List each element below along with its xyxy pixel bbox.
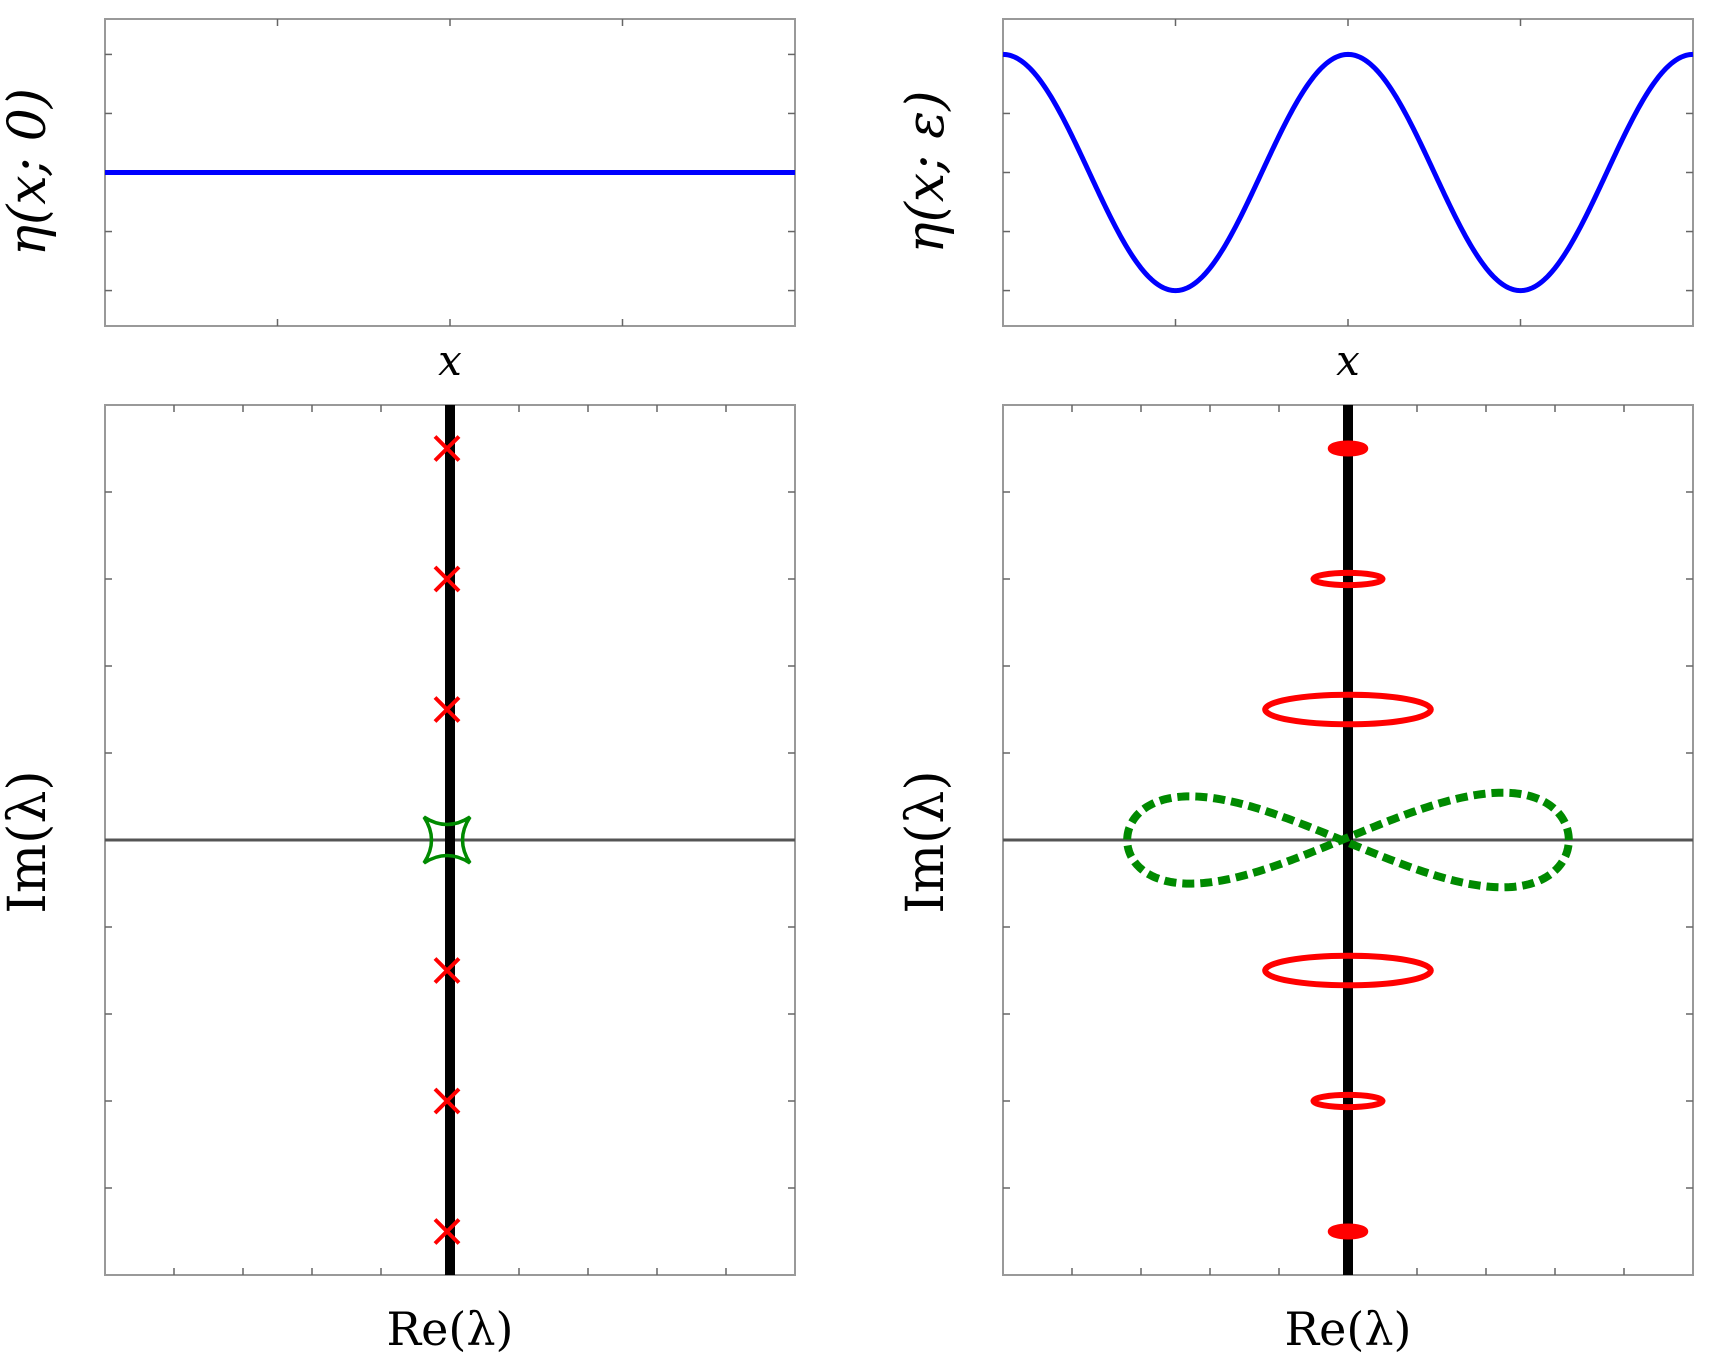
figure-eight-curve bbox=[1123, 788, 1573, 892]
red-x-marker bbox=[433, 1087, 461, 1115]
tick-marks bbox=[1003, 19, 1693, 326]
red-x-marker bbox=[433, 696, 461, 723]
plot-frame bbox=[1002, 18, 1694, 327]
y-axis-label: Im(λ) bbox=[896, 770, 956, 913]
green-star-marker bbox=[422, 815, 472, 865]
red-x-marker-stroke bbox=[433, 1087, 461, 1115]
red-x-marker-stroke bbox=[433, 1218, 461, 1245]
x-axis-label: Re(λ) bbox=[1285, 1302, 1412, 1356]
panel-bottom-left: Im(λ) Re(λ) bbox=[0, 404, 796, 1356]
tick-marks bbox=[1003, 405, 1693, 1275]
red-x-marker-stroke bbox=[433, 565, 461, 593]
y-axis-label: η(x; 0) bbox=[0, 88, 58, 256]
red-isola bbox=[1262, 691, 1434, 728]
y-axis-label: η(x; ε) bbox=[896, 90, 956, 253]
eigenvalue-markers bbox=[422, 435, 472, 1245]
red-isola bbox=[1310, 1091, 1386, 1111]
red-x-marker-stroke bbox=[433, 435, 461, 462]
red-x-marker bbox=[433, 957, 461, 984]
red-x-marker bbox=[433, 565, 461, 593]
red-isola bbox=[1310, 569, 1386, 589]
red-isola bbox=[1327, 440, 1369, 457]
red-x-marker bbox=[433, 1218, 461, 1245]
x-axis-label: x bbox=[438, 336, 462, 385]
red-isola bbox=[1327, 1223, 1369, 1240]
red-x-marker-stroke bbox=[433, 957, 461, 984]
red-isola bbox=[1262, 952, 1434, 989]
red-x-marker-stroke bbox=[433, 696, 461, 723]
periodic-wave-curve bbox=[1002, 51, 1694, 294]
y-axis-label: Im(λ) bbox=[0, 770, 58, 913]
panel-top-right: η(x; ε) x bbox=[896, 18, 1694, 385]
instability-spectrum bbox=[1123, 440, 1573, 1240]
x-axis-label: x bbox=[1336, 336, 1360, 385]
red-x-marker bbox=[433, 435, 461, 462]
panel-bottom-right: Im(λ) Re(λ) bbox=[896, 404, 1694, 1356]
x-axis-label: Re(λ) bbox=[387, 1302, 514, 1356]
panel-top-left: η(x; 0) x bbox=[0, 18, 796, 385]
